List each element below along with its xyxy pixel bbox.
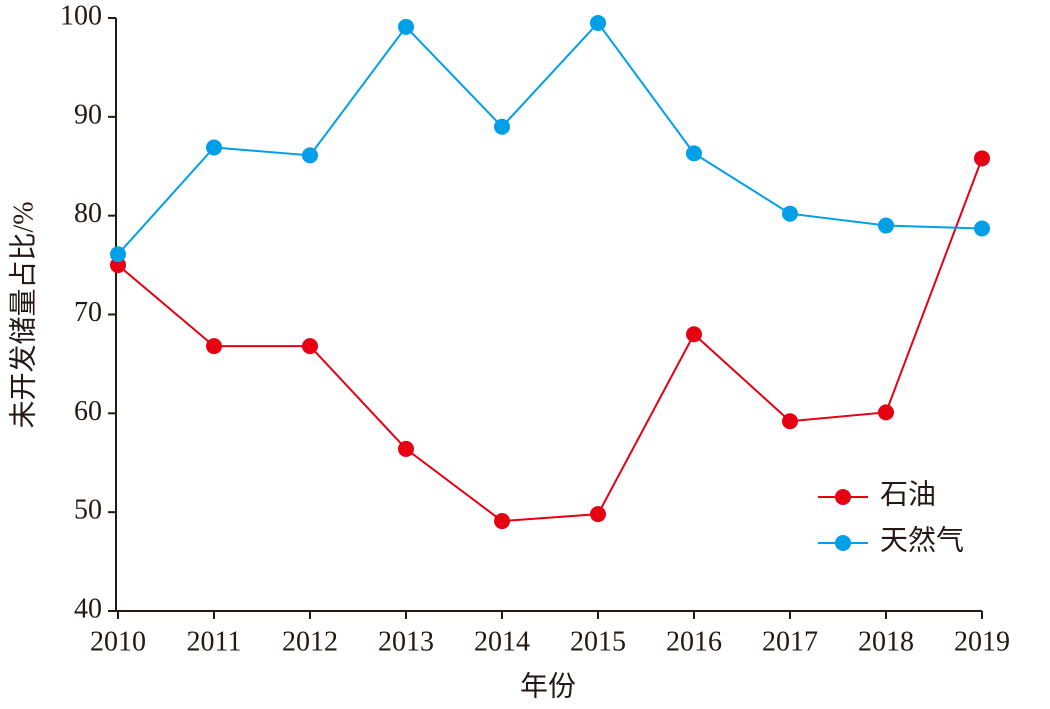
y-tick-label: 80 [74,198,102,229]
data-point [494,118,510,135]
x-tick-label: 2011 [187,626,242,657]
legend-label: 石油 [880,478,936,510]
y-axis-label: 未开发储量占比/% [7,201,39,428]
data-point [494,513,510,530]
y-tick-label: 50 [74,495,102,526]
data-point [206,338,222,355]
y-tick-label: 40 [74,593,102,624]
x-tick-label: 2014 [474,626,530,657]
x-tick-label: 2015 [570,626,626,657]
data-point [110,246,126,263]
data-point [974,220,990,237]
legend-marker [835,489,851,505]
data-point [974,150,990,167]
y-tick-label: 70 [74,297,102,328]
data-point [590,506,606,523]
y-tick-label: 60 [74,396,102,427]
series-line [117,157,983,523]
y-tick-label: 90 [74,99,102,130]
data-point [878,217,894,234]
data-point [686,326,702,343]
x-axis-label: 年份 [520,670,576,702]
legend-marker [835,535,851,551]
x-tick-label: 2019 [954,626,1010,657]
series-line [117,21,983,255]
data-point [590,14,606,31]
data-point [782,205,798,222]
data-point [686,145,702,162]
x-tick-label: 2018 [858,626,914,657]
data-point [206,139,222,156]
data-point [302,338,318,355]
data-point [398,440,414,457]
x-tick-label: 2012 [282,626,338,657]
x-tick-label: 2016 [666,626,722,657]
x-tick-label: 2013 [378,626,434,657]
data-point [878,404,894,421]
x-tick-label: 2017 [762,626,818,657]
data-point [302,147,318,164]
data-point [398,18,414,35]
y-tick-label: 100 [60,0,102,31]
data-point [782,413,798,430]
legend-label: 天然气 [880,524,964,556]
x-tick-label: 2010 [90,626,146,657]
